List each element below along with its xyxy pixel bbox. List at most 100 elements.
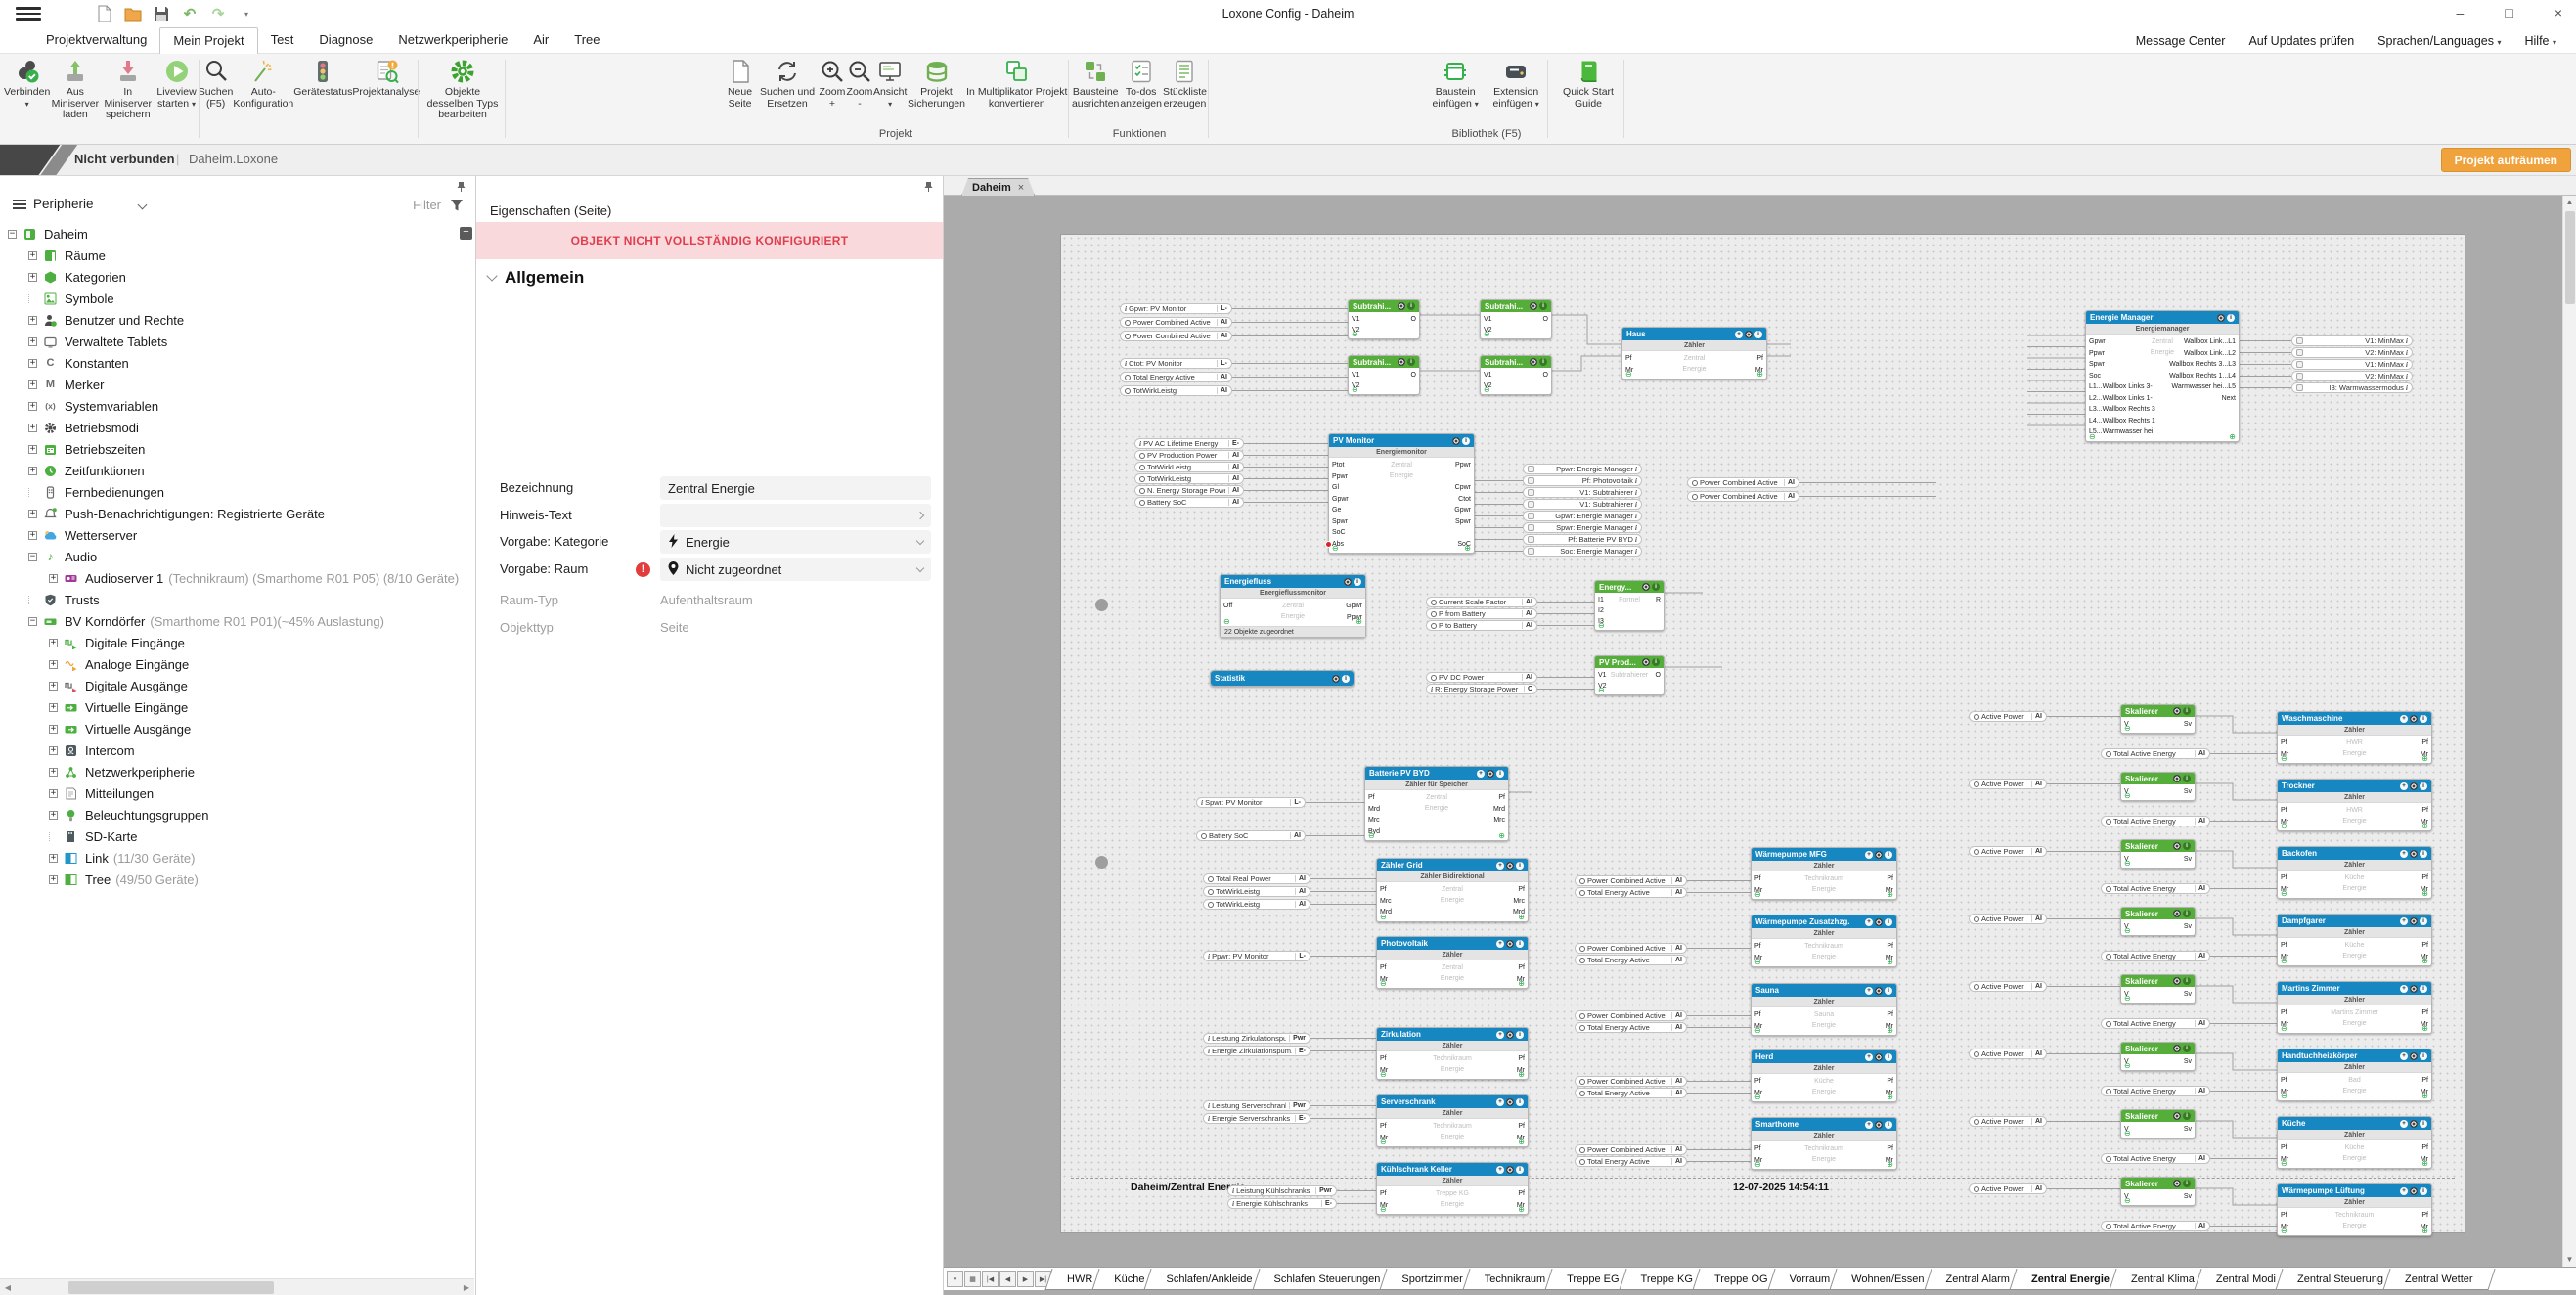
info-icon[interactable]: i [1652, 658, 1660, 666]
input-port[interactable]: Mr [2281, 1020, 2289, 1028]
expand-icon[interactable]: + [28, 357, 37, 368]
output-port[interactable]: Wallbox Rechts 1...L4 [2169, 372, 2236, 380]
input-port[interactable]: Pf [1754, 875, 1761, 882]
gear-icon[interactable] [1487, 769, 1494, 778]
output-port[interactable]: Pf [1756, 355, 1763, 362]
tree-item-betriebsmodi[interactable]: + Betriebsmodi [0, 417, 467, 438]
expand-icon[interactable]: + [49, 744, 58, 755]
page-tab-wohnen-essen[interactable]: Wohnen/Essen [1829, 1268, 1947, 1290]
info-icon[interactable]: i [1885, 986, 1892, 995]
input-port[interactable]: L3...Wallbox Rechts 3 [2089, 406, 2155, 413]
menu-right-auf-updates-pr-fen[interactable]: Auf Updates prüfen [2248, 33, 2355, 48]
input-port[interactable]: Pf [1754, 943, 1761, 950]
connector-pill[interactable]: Active Power AI [1969, 1116, 2047, 1127]
output-port[interactable]: Pf [2421, 739, 2428, 746]
output-port[interactable]: Pf [1887, 1078, 1893, 1085]
page-tab-sportzimmer[interactable]: Sportzimmer [1379, 1268, 1486, 1290]
connector-pill[interactable]: Power Combined Active AI [1575, 875, 1687, 886]
output-port[interactable]: R [1655, 597, 1661, 603]
input-port[interactable]: Mr [1380, 1201, 1389, 1209]
connector-pill[interactable]: i Energie Kühlschranks E- [1227, 1198, 1337, 1209]
tree-item-fernbedienungen[interactable]: Fernbedienungen [0, 481, 467, 503]
gear-icon[interactable] [2173, 775, 2181, 782]
output-port[interactable]: Pf [2421, 942, 2428, 949]
output-port[interactable]: Gpwr [1454, 507, 1471, 514]
gear-icon[interactable] [1506, 939, 1514, 948]
page-tab-schlafen-steuerungen[interactable]: Schlafen Steuerungen [1251, 1268, 1402, 1290]
input-port[interactable]: SoC [1332, 529, 1346, 536]
gear-icon[interactable] [1452, 436, 1460, 445]
tree-item-netzwerkperipherie[interactable]: + Netzwerkperipherie [0, 761, 467, 782]
connector-pill[interactable]: N. Energy Storage Power AI [1134, 485, 1244, 496]
input-port[interactable]: Mr [1754, 1022, 1763, 1030]
gear-icon[interactable] [2410, 1186, 2418, 1195]
expand-icon[interactable]: + [49, 680, 58, 691]
connector-pill[interactable]: i Ctot: PV Monitor L- [1120, 358, 1232, 369]
gear-icon[interactable] [1875, 917, 1883, 926]
block-haus[interactable]: Haus + i Zähler Zentral Energie Pf Pf Mr Mr ⊖ ⊕ [1621, 327, 1767, 380]
info-icon[interactable]: i [2183, 910, 2191, 917]
info-icon[interactable]: i [1885, 1052, 1892, 1061]
block-subtrahierer-4[interactable]: Subtrahi... i V1 O V2 ⊖ [1480, 355, 1552, 395]
scroll-left-icon[interactable]: ◀ [4, 1283, 12, 1292]
toolbar-button-suchen-f5-[interactable]: Suchen (F5) [199, 54, 233, 110]
output-port[interactable]: Next [2221, 394, 2236, 402]
output-port[interactable]: Pf [1887, 1011, 1893, 1018]
output-port[interactable]: Spwr [1455, 517, 1471, 525]
toolbar-button-projekt-sicherungen[interactable]: Projekt Sicherungen [907, 54, 965, 110]
expand-icon[interactable]: + [49, 723, 58, 734]
connector-pill[interactable]: Active Power AI [1969, 1183, 2047, 1194]
output-port[interactable]: Gpwr [1346, 603, 1362, 609]
tree-item-tree[interactable]: + Tree (49/50 Geräte) [0, 869, 467, 890]
info-icon[interactable]: i [2183, 775, 2191, 782]
page-nav-button[interactable]: ▾ [947, 1271, 963, 1287]
open-folder-icon[interactable] [124, 5, 142, 22]
output-port[interactable]: Ctot [1458, 495, 1471, 503]
toolbar-button-zoom-[interactable]: Zoom + [819, 54, 846, 110]
input-port[interactable]: Mr [1754, 886, 1763, 894]
field-value-input[interactable]: Zentral Energie [660, 476, 931, 500]
gear-icon[interactable] [2173, 707, 2181, 715]
connector-pill[interactable]: V2: MinMax i [2291, 347, 2413, 358]
input-port[interactable]: Abs [1332, 540, 1345, 548]
connector-pill[interactable]: i Leistung Kühlschranks Pwr [1227, 1185, 1337, 1196]
block-herd[interactable]: Herd + i Zähler Küche Energie Pf Pf Mr Mr ⊖ ⊕ [1751, 1049, 1897, 1102]
connector-pill[interactable]: Current Scale Factor AI [1426, 597, 1537, 607]
expand-icon[interactable]: + [28, 422, 37, 432]
gear-icon[interactable] [1875, 1120, 1883, 1129]
block-subtrahierer-2[interactable]: Subtrahi... i V1 O V2 ⊖ [1480, 299, 1552, 339]
output-port[interactable]: Mr [1516, 975, 1525, 983]
plus-icon[interactable]: + [2400, 984, 2408, 993]
info-icon[interactable]: i [1516, 1165, 1524, 1174]
output-port[interactable]: Pf [1887, 943, 1893, 950]
toolbar-button-to-dos-anzeigen[interactable]: To-dos anzeigen [1120, 54, 1162, 110]
page-nav-button[interactable]: |◀ [982, 1271, 999, 1287]
menu-item-projektverwaltung[interactable]: Projektverwaltung [46, 32, 148, 47]
field-value-control[interactable]: Nicht zugeordnet [660, 558, 931, 581]
tree-item-digitale-ausg-nge[interactable]: + Digitale Ausgänge [0, 675, 467, 696]
menu-item-test[interactable]: Test [270, 32, 294, 47]
block-martins-zimmer[interactable]: Martins Zimmer + i Zähler Martins Zimmer Ener… [2277, 981, 2432, 1034]
input-port[interactable]: Ge [1332, 507, 1342, 514]
input-port[interactable]: Pf [2281, 739, 2287, 746]
gear-icon[interactable] [1875, 986, 1883, 995]
output-port[interactable]: Mr [1885, 1089, 1893, 1096]
block-subtrahierer-1[interactable]: Subtrahi... i V1 O V2 ⊖ [1348, 299, 1420, 339]
output-port[interactable]: Pf [1518, 1055, 1525, 1062]
projekt-aufraeumen-button[interactable]: Projekt aufräumen [2440, 148, 2571, 172]
menu-item-mein-projekt[interactable]: Mein Projekt [159, 27, 258, 55]
gear-icon[interactable] [1506, 1097, 1514, 1106]
info-icon[interactable]: i [1885, 1120, 1892, 1129]
output-port[interactable]: Mr [1885, 1022, 1893, 1030]
info-icon[interactable]: i [1516, 1030, 1524, 1039]
page-tab-zentral-energie[interactable]: Zentral Energie [2009, 1268, 2132, 1290]
input-port[interactable]: V [2124, 923, 2129, 930]
input-port[interactable]: I2 [1598, 607, 1604, 614]
customize-icon[interactable]: ▾ [244, 9, 248, 19]
expand-icon[interactable]: + [49, 852, 58, 863]
input-port[interactable]: V [2124, 788, 2129, 795]
gear-icon[interactable] [1642, 583, 1650, 591]
connector-pill[interactable]: i Spwr: PV Monitor L- [1196, 797, 1306, 808]
undo-icon[interactable]: ↶ [183, 6, 197, 22]
input-port[interactable]: Mr [2281, 1155, 2289, 1163]
